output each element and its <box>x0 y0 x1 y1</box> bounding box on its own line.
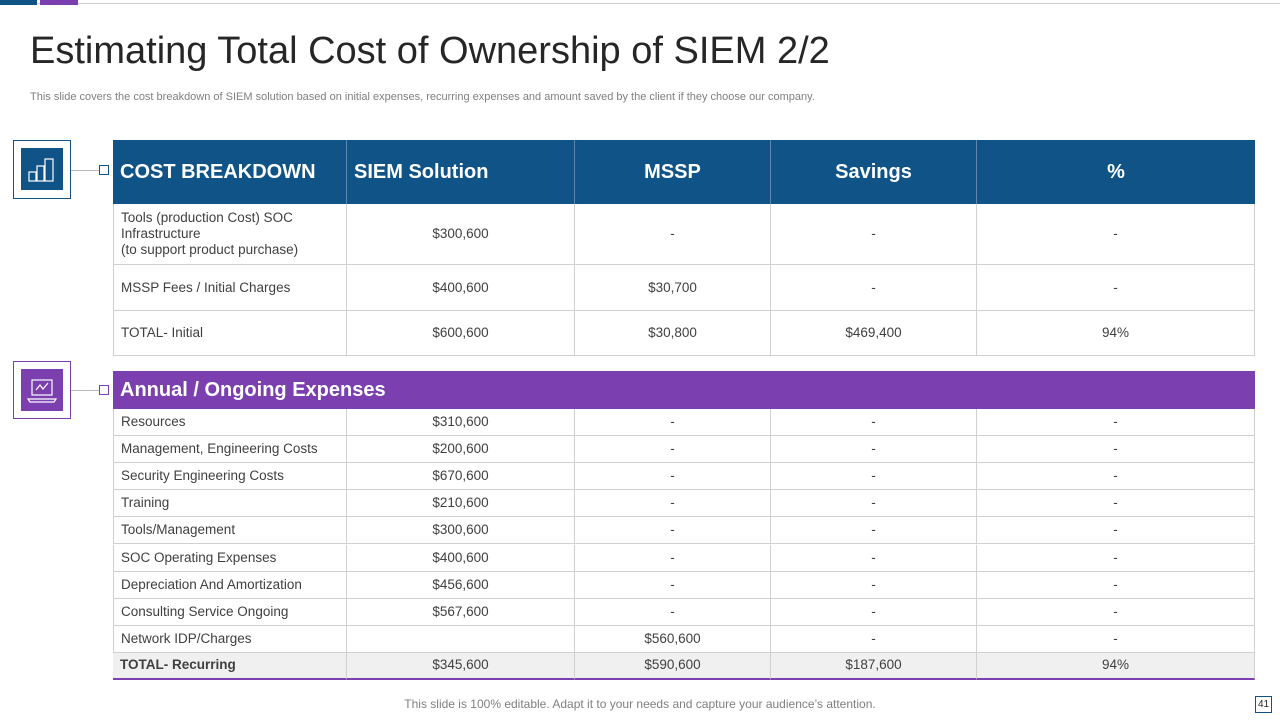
body-cell: Management, Engineering Costs <box>113 436 347 464</box>
icon-frame <box>13 361 71 419</box>
page-number: 41 <box>1255 696 1272 713</box>
body-cell: - <box>977 598 1255 626</box>
body-cell: $400,600 <box>347 544 575 572</box>
body-cell: - <box>575 598 771 626</box>
top-rule <box>0 3 1280 4</box>
body-cell: $200,600 <box>347 436 575 464</box>
accent-purple <box>40 0 78 5</box>
body-cell: $469,400 <box>771 311 977 356</box>
total-cell: $187,600 <box>771 652 977 680</box>
body-cell: Depreciation And Amortization <box>113 571 347 599</box>
header-cell: COST BREAKDOWN <box>113 140 347 204</box>
body-cell: MSSP Fees / Initial Charges <box>113 265 347 311</box>
body-cell: - <box>771 571 977 599</box>
body-cell: - <box>771 204 977 265</box>
body-cell: - <box>977 544 1255 572</box>
body-cell: - <box>771 463 977 491</box>
body-cell: $30,700 <box>575 265 771 311</box>
body-cell: Security Engineering Costs <box>113 463 347 491</box>
body-cell: TOTAL- Initial <box>113 311 347 356</box>
header-band <box>113 140 1255 204</box>
body-cell: SOC Operating Expenses <box>113 544 347 572</box>
icon-frame <box>13 140 71 199</box>
subtitle: This slide covers the cost breakdown of … <box>30 91 815 103</box>
body-cell: - <box>771 436 977 464</box>
body-cell: - <box>575 436 771 464</box>
body-cell: - <box>977 463 1255 491</box>
header-cell: MSSP <box>575 140 771 204</box>
connector-node <box>99 385 109 395</box>
body-cell: $300,600 <box>347 204 575 265</box>
body-cell: Training <box>113 490 347 518</box>
body-cell: - <box>575 571 771 599</box>
connector <box>71 170 100 171</box>
body-cell: Resources <box>113 409 347 437</box>
body-cell: - <box>977 490 1255 518</box>
chart-icon <box>28 158 54 182</box>
connector-node <box>99 165 109 175</box>
total-cell: 94% <box>977 652 1255 680</box>
body-cell: - <box>977 436 1255 464</box>
body-cell: $30,800 <box>575 311 771 356</box>
body-cell: $300,600 <box>347 517 575 545</box>
footer: This slide is 100% editable. Adapt it to… <box>404 697 876 711</box>
body-cell: - <box>575 409 771 437</box>
body-cell: Tools (production Cost) SOC Infrastructu… <box>113 204 347 265</box>
body-cell: - <box>575 463 771 491</box>
total-cell: TOTAL- Recurring <box>113 652 347 680</box>
header-cell: Savings <box>771 140 977 204</box>
body-cell: $560,600 <box>575 625 771 653</box>
body-cell: Network IDP/Charges <box>113 625 347 653</box>
body-cell: - <box>977 409 1255 437</box>
title: Estimating Total Cost of Ownership of SI… <box>30 30 830 72</box>
body-cell: Tools/Management <box>113 517 347 545</box>
body-cell: Consulting Service Ongoing <box>113 598 347 626</box>
body-cell: - <box>771 517 977 545</box>
body-cell <box>347 625 575 653</box>
body-cell: - <box>977 517 1255 545</box>
body-cell: - <box>575 544 771 572</box>
body-cell: - <box>575 490 771 518</box>
connector <box>71 390 100 391</box>
section-title: Annual / Ongoing Expenses <box>120 379 386 401</box>
body-cell: $567,600 <box>347 598 575 626</box>
body-cell: $400,600 <box>347 265 575 311</box>
body-cell: $310,600 <box>347 409 575 437</box>
body-cell: $456,600 <box>347 571 575 599</box>
laptop-icon <box>26 379 58 403</box>
body-cell: - <box>771 598 977 626</box>
body-cell: - <box>771 409 977 437</box>
total-cell: $590,600 <box>575 652 771 680</box>
body-cell: - <box>977 571 1255 599</box>
body-cell: - <box>771 490 977 518</box>
body-cell: - <box>575 517 771 545</box>
header-cell: % <box>1107 161 1125 183</box>
body-cell: 94% <box>977 311 1255 356</box>
body-cell: - <box>977 265 1255 311</box>
body-cell: $600,600 <box>347 311 575 356</box>
body-cell: - <box>771 265 977 311</box>
accent-blue <box>0 0 37 5</box>
total-cell: $345,600 <box>347 652 575 680</box>
body-cell: - <box>977 204 1255 265</box>
body-cell: $670,600 <box>347 463 575 491</box>
header-cell: SIEM Solution <box>347 140 575 204</box>
body-cell: - <box>771 544 977 572</box>
section-band <box>113 371 1255 409</box>
body-cell: - <box>771 625 977 653</box>
body-cell: $210,600 <box>347 490 575 518</box>
body-cell: - <box>575 204 771 265</box>
body-cell: - <box>977 625 1255 653</box>
